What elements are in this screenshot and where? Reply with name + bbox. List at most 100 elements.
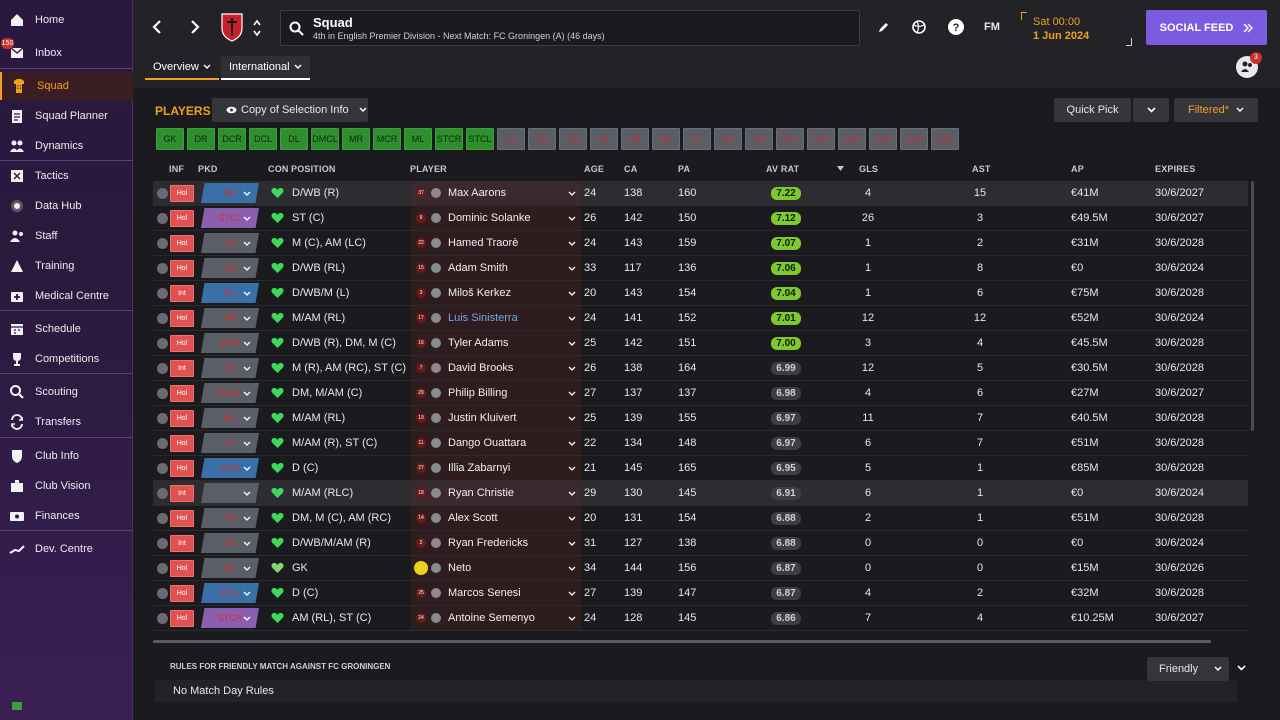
player-name[interactable]: Tyler Adams: [448, 337, 509, 349]
player-name[interactable]: Hamed Traorè: [448, 237, 519, 249]
chevron-down-icon[interactable]: [243, 191, 251, 196]
position-filter-gk[interactable]: GK: [156, 128, 184, 150]
sidebar-item-finances[interactable]: Finances: [0, 502, 133, 530]
chevron-down-icon[interactable]: [243, 416, 251, 421]
chevron-down-icon[interactable]: [243, 216, 251, 221]
position-filter-dcl[interactable]: DCL: [249, 128, 277, 150]
chevron-down-icon[interactable]: [568, 416, 576, 421]
table-row[interactable]: Hol MR M/AM (RL) 17 Luis Sinisterra 24 1…: [153, 306, 1248, 331]
sidebar-item-tactics[interactable]: Tactics: [0, 162, 133, 190]
position-filter-mr[interactable]: MR: [342, 128, 370, 150]
sidebar-item-training[interactable]: Training: [0, 252, 133, 280]
table-row[interactable]: Int DL D/WB/M (L) 3 Miloš Kerkez 20 143 …: [153, 281, 1248, 306]
social-feed-button[interactable]: SOCIAL FEED: [1146, 10, 1267, 45]
chevron-down-icon[interactable]: [568, 391, 576, 396]
picked-position-badge[interactable]: DL: [201, 283, 259, 303]
position-filter-s7[interactable]: S7: [683, 128, 711, 150]
tab-international[interactable]: International: [221, 56, 310, 80]
player-name[interactable]: David Brooks: [448, 362, 514, 374]
row-checkbox[interactable]: [157, 438, 168, 449]
chevron-down-icon[interactable]: [568, 566, 576, 571]
chevron-down-icon[interactable]: [243, 241, 251, 246]
chevron-down-icon[interactable]: [568, 341, 576, 346]
chevron-down-icon[interactable]: [243, 616, 251, 621]
chevron-down-icon[interactable]: [243, 341, 251, 346]
table-row[interactable]: Hol MCR D/WB (R), DM, M (C) 16 Tyler Ada…: [153, 331, 1248, 356]
col-con[interactable]: CON: [268, 164, 289, 174]
chevron-down-icon[interactable]: [568, 291, 576, 296]
chevron-down-icon[interactable]: [243, 516, 251, 521]
sidebar-item-home[interactable]: Home: [0, 6, 133, 34]
filter-dropdown[interactable]: Filtered*: [1174, 98, 1258, 122]
position-filter-s4[interactable]: S4: [590, 128, 618, 150]
col-expires[interactable]: EXPIRES: [1155, 164, 1196, 174]
match-type-dropdown[interactable]: Friendly: [1147, 657, 1229, 681]
picked-position-badge[interactable]: GK: [201, 558, 259, 578]
table-row[interactable]: Int - M/AM (RLC) 18 Ryan Christie 29 130…: [153, 481, 1248, 506]
sidebar-item-scouting[interactable]: Scouting: [0, 378, 133, 406]
position-filter-s11[interactable]: S11: [807, 128, 835, 150]
player-name[interactable]: Dango Ouattara: [448, 437, 527, 449]
col-pa[interactable]: PA: [678, 164, 691, 174]
picked-position-badge[interactable]: STCR: [201, 608, 259, 628]
vertical-scrollbar[interactable]: [1251, 181, 1254, 431]
chevron-down-icon[interactable]: [243, 591, 251, 596]
row-checkbox[interactable]: [157, 563, 168, 574]
quick-pick-button[interactable]: Quick Pick: [1054, 98, 1131, 122]
club-crest-icon[interactable]: [219, 12, 245, 42]
position-filter-s9[interactable]: S9: [745, 128, 773, 150]
position-filter-s2[interactable]: S2: [528, 128, 556, 150]
row-checkbox[interactable]: [157, 338, 168, 349]
chevron-down-icon[interactable]: [568, 266, 576, 271]
chevron-down-icon[interactable]: [568, 491, 576, 496]
chevron-down-icon[interactable]: [243, 491, 251, 496]
sidebar-footer-icon[interactable]: [12, 702, 22, 710]
position-filter-dmcl[interactable]: DMCL: [311, 128, 339, 150]
chevron-down-icon[interactable]: [568, 191, 576, 196]
col-gls[interactable]: GLS: [859, 164, 879, 174]
position-filter-dl[interactable]: DL: [280, 128, 308, 150]
chevron-down-icon[interactable]: [243, 391, 251, 396]
row-checkbox[interactable]: [157, 288, 168, 299]
table-row[interactable]: Hol STCR AM (RL), ST (C) 24 Antoine Seme…: [153, 606, 1248, 631]
sidebar-item-club-info[interactable]: Club Info: [0, 442, 133, 470]
picked-position-badge[interactable]: S3: [201, 233, 259, 253]
position-filter-stcr[interactable]: STCR: [435, 128, 463, 150]
tab-overview[interactable]: Overview: [145, 56, 219, 80]
chevron-down-icon[interactable]: [568, 441, 576, 446]
row-checkbox[interactable]: [157, 463, 168, 474]
picked-position-badge[interactable]: ML: [201, 408, 259, 428]
sidebar-item-dynamics[interactable]: Dynamics: [0, 132, 133, 160]
table-row[interactable]: Hol STCL ST (C) 9 Dominic Solanke 26 142…: [153, 206, 1248, 231]
search-bar[interactable]: Squad 4th in English Premier Division - …: [280, 10, 860, 46]
table-row[interactable]: Hol S6 DM, M (C), AM (RC) 14 Alex Scott …: [153, 506, 1248, 531]
sidebar-item-schedule[interactable]: Schedule: [0, 315, 133, 343]
sidebar-item-transfers[interactable]: Transfers: [0, 408, 133, 436]
col-ap[interactable]: AP: [1071, 164, 1084, 174]
forward-button[interactable]: [185, 16, 205, 38]
picked-position-badge[interactable]: STCL: [201, 208, 259, 228]
position-filter-s8[interactable]: S8: [714, 128, 742, 150]
collapse-chevron-icon[interactable]: [1237, 665, 1246, 671]
row-checkbox[interactable]: [157, 213, 168, 224]
row-checkbox[interactable]: [157, 363, 168, 374]
table-row[interactable]: Hol DMCL DM, M/AM (C) 29 Philip Billing …: [153, 381, 1248, 406]
position-filter-dcr[interactable]: DCR: [218, 128, 246, 150]
picked-position-badge[interactable]: -: [201, 483, 259, 503]
help-button[interactable]: ?: [946, 17, 966, 37]
position-filter-s10[interactable]: S10: [776, 128, 804, 150]
sidebar-item-medical-centre[interactable]: Medical Centre: [0, 282, 133, 310]
player-name[interactable]: Max Aarons: [448, 187, 507, 199]
position-filter-s15[interactable]: S15: [931, 128, 959, 150]
col-inf[interactable]: INF: [169, 164, 185, 174]
player-name[interactable]: Miloš Kerkez: [448, 287, 511, 299]
table-row[interactable]: Int S8 M (R), AM (RC), ST (C) 7 David Br…: [153, 356, 1248, 381]
chevron-down-icon[interactable]: [243, 366, 251, 371]
world-button[interactable]: [909, 17, 929, 37]
row-checkbox[interactable]: [157, 313, 168, 324]
row-checkbox[interactable]: [157, 238, 168, 249]
row-checkbox[interactable]: [157, 588, 168, 599]
chevron-down-icon[interactable]: [568, 516, 576, 521]
col-ast[interactable]: AST: [972, 164, 991, 174]
chevron-down-icon[interactable]: [568, 466, 576, 471]
